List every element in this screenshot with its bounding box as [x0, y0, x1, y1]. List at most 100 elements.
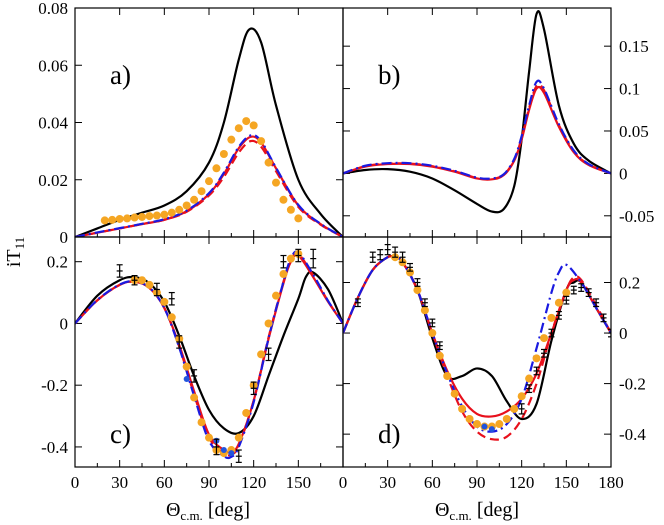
data-point-orange-a	[219, 149, 228, 158]
y-tick-label-c: -0.4	[41, 438, 68, 457]
y-tick-label-d: -0.4	[619, 425, 646, 444]
data-point-orange-a	[212, 164, 221, 173]
panel-a: 0 0.02 0.04 0.06 0.08 a)	[38, 0, 344, 247]
y-tick-label-c: 0.2	[47, 253, 68, 272]
x-tick-label-c: 90	[201, 473, 218, 492]
data-point-orange-d	[406, 268, 414, 277]
x-tick-label-d: 30	[379, 473, 396, 492]
x-axis-title-right-main: Θ	[435, 499, 449, 521]
y-axis-title-main: iT	[3, 249, 25, 267]
curve-dashdot-blue-a	[75, 134, 343, 237]
curve-solid-black-c	[75, 270, 343, 435]
data-point-orange-d	[443, 372, 452, 381]
x-tick-label-d: 150	[554, 473, 580, 492]
curve-dashed-red-a	[75, 139, 343, 237]
y-tick-label-b: 0	[619, 164, 628, 183]
x-tick-label-c: 60	[156, 473, 173, 492]
x-tick-label-c: 30	[111, 473, 128, 492]
data-point-orange-a	[286, 205, 295, 214]
data-point-blue-d	[488, 426, 495, 433]
data-point-orange-d	[502, 414, 511, 423]
x-tick-label-d: 0	[339, 473, 348, 492]
data-point-orange-d	[435, 351, 444, 360]
data-point-orange-a	[115, 214, 124, 223]
data-point-orange-a	[182, 201, 191, 210]
x-axis-title-left-sub: c.m.	[180, 508, 202, 523]
data-point-orange-d	[532, 354, 541, 363]
x-tick-label-d: 90	[469, 473, 486, 492]
data-point-orange-c	[205, 433, 213, 442]
y-tick-label-d: -0.2	[619, 375, 646, 394]
y-tick-label-a: 0.08	[38, 0, 68, 18]
data-point-orange-c	[286, 254, 295, 263]
data-point-orange-a	[160, 210, 169, 219]
data-point-orange-d	[458, 404, 467, 413]
data-point-orange-a	[145, 212, 154, 221]
data-point-blue-c	[228, 450, 235, 457]
data-point-orange-d	[517, 392, 526, 401]
panel-label-a: a)	[110, 60, 131, 90]
data-point-orange-d	[495, 420, 504, 429]
data-point-blue-c	[220, 447, 227, 454]
y-tick-label-b: 0.1	[619, 80, 640, 99]
data-point-orange-d	[413, 286, 422, 295]
data-point-orange-d	[525, 374, 534, 383]
y-tick-label-b: 0.15	[619, 37, 649, 56]
data-point-orange-a	[175, 205, 184, 214]
curve-dashed-red-d	[343, 254, 611, 441]
panel-c-plot-area	[75, 248, 343, 463]
y-tick-label-a: 0.06	[38, 56, 68, 75]
data-point-orange-a	[205, 177, 213, 186]
data-point-orange-a	[138, 212, 146, 221]
data-point-blue-d	[481, 423, 488, 430]
data-point-orange-d	[473, 420, 481, 429]
data-point-orange-a	[227, 135, 236, 144]
data-point-orange-c	[234, 433, 243, 442]
y-tick-label-b: -0.05	[619, 207, 654, 226]
panel-label-d: d)	[378, 419, 401, 449]
data-point-orange-a	[123, 214, 132, 223]
y-tick-label-b: 0.05	[619, 122, 649, 141]
data-point-orange-a	[242, 117, 251, 126]
curve-solid-red-b	[343, 85, 611, 181]
panel-d-frame	[342, 236, 612, 468]
x-axis-title-right-unit: [deg]	[477, 499, 519, 521]
data-point-orange-a	[257, 137, 266, 146]
data-point-orange-d	[562, 288, 571, 297]
data-point-orange-a	[190, 195, 199, 204]
y-tick-label-a: 0	[60, 228, 69, 247]
panels-group: 0 0.02 0.04 0.06 0.08 a) -0.05 0 0.05 0.1 0.15 b) 0 3…	[38, 0, 654, 492]
data-point-orange-a	[279, 195, 288, 204]
data-point-orange-c	[182, 362, 191, 371]
panel-d: 0 30 60 90 120 150 180 -0.4 -0.2 0 0.2 d)	[339, 236, 646, 492]
data-point-orange-c	[257, 350, 266, 359]
data-point-orange-c	[138, 276, 146, 285]
curve-solid-black-b	[343, 10, 611, 214]
data-point-orange-a	[130, 213, 139, 222]
y-axis-title-sub: 11	[12, 237, 27, 250]
data-point-orange-a	[272, 178, 280, 187]
data-point-orange-d	[420, 306, 429, 315]
data-point-orange-c	[279, 270, 288, 279]
data-point-orange-c	[160, 297, 169, 306]
panel-label-c: c)	[110, 419, 131, 449]
data-point-orange-a	[264, 158, 273, 167]
data-point-orange-a	[234, 124, 243, 133]
y-tick-label-a: 0.04	[38, 114, 68, 133]
x-axis-title-right-sub: c.m.	[449, 508, 471, 523]
data-point-orange-c	[242, 408, 251, 417]
panel-d-plot-area	[343, 243, 611, 441]
y-tick-label-a: 0.02	[38, 171, 68, 190]
data-point-orange-a	[249, 121, 258, 130]
y-axis-title: iT11	[3, 237, 27, 267]
y-tick-label-d: 0	[619, 324, 628, 343]
panel-a-plot-area	[75, 27, 343, 237]
panel-a-frame	[74, 7, 344, 238]
curve-dashdot-blue-b	[343, 79, 611, 180]
data-point-orange-d	[450, 389, 459, 398]
panel-c: 0 30 60 90 120 150 -0.4 -0.2 0 0.2 c)	[41, 236, 344, 492]
curve-dashed-red-b	[343, 83, 611, 181]
data-point-orange-a	[167, 208, 176, 217]
x-tick-label-c: 120	[241, 473, 267, 492]
